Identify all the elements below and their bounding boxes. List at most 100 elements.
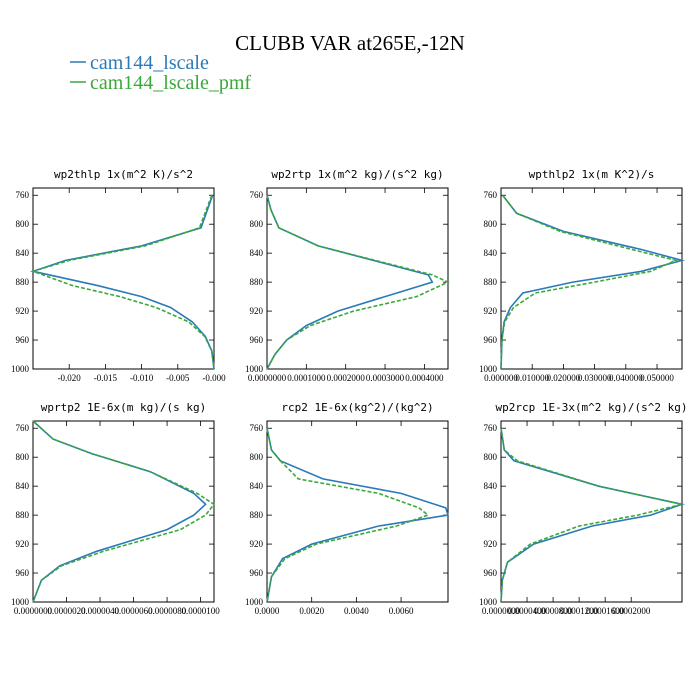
panel-title: wprtp2 1E-6x(m kg)/(s kg) [41, 401, 207, 414]
x-tick-label: 0.0001200 [560, 606, 599, 616]
x-tick-label: 0.0000080 [148, 606, 187, 616]
panel-wp2thlp: wp2thlp 1x(m^2 K)/s^2 760 800 840 880 920 960 1… [11, 168, 226, 383]
y-tick-label: 920 [16, 539, 30, 549]
x-tick-label: 0.020000 [547, 373, 581, 383]
y-tick-label: 800 [16, 219, 30, 229]
y-tick-label: 760 [16, 423, 30, 433]
y-tick-label: 800 [250, 452, 264, 462]
y-tick-label: 1000 [245, 364, 264, 374]
plot-frame [32, 187, 215, 370]
y-tick-label: 800 [484, 219, 498, 229]
x-tick-label: 0.0000020 [47, 606, 86, 616]
y-tick-label: 960 [484, 568, 498, 578]
x-tick-label: 0.0002000 [612, 606, 651, 616]
panel-wp2rtp: wp2rtp 1x(m^2 kg)/(s^2 kg) 760 800 840 880 92… [245, 168, 450, 383]
panel-wp2rcp: wp2rcp 1E-3x(m^2 kg)/(s^2 kg) 760 800 840 88… [479, 401, 688, 616]
x-tick-label: 0.0000400 [508, 606, 547, 616]
x-tick-label: 0.0000000 [482, 606, 521, 616]
figure-title: CLUBB VAR at265E,-12N [235, 31, 465, 55]
x-tick-label: 0.0000060 [114, 606, 153, 616]
y-tick-label: 880 [484, 510, 498, 520]
series-line-2 [32, 420, 216, 603]
y-tick-label: 840 [250, 248, 264, 258]
x-tick-label: 0.050000 [640, 373, 674, 383]
panel-wpthlp2: wpthlp2 1x(m K^2)/s 760 800 840 880 920 960 100… [479, 168, 686, 383]
series-line-1 [32, 420, 207, 603]
series-line-1 [266, 194, 434, 370]
y-tick-label: 800 [16, 452, 30, 462]
legend: cam144_lscale cam144_lscale_pmf [70, 52, 251, 94]
x-tick-label: 0.010000 [515, 373, 549, 383]
plot-frame [266, 420, 449, 603]
y-tick-label: 960 [484, 335, 498, 345]
y-tick-label: 840 [16, 481, 30, 491]
series-line-2 [500, 428, 683, 603]
x-tick-label: 0.0040 [344, 606, 369, 616]
x-tick-label: 0.040000 [609, 373, 643, 383]
y-tick-label: 920 [16, 306, 30, 316]
y-tick-label: 920 [484, 539, 498, 549]
y-tick-label: 840 [250, 481, 264, 491]
x-tick-label: -0.010 [130, 373, 154, 383]
x-tick-label: 0.0000000 [14, 606, 53, 616]
legend-entry-1: cam144_lscale [70, 52, 209, 74]
panel-title: wpthlp2 1x(m K^2)/s [529, 168, 655, 181]
y-tick-label: 920 [250, 539, 264, 549]
series-line-2 [500, 194, 679, 370]
series-line-2 [266, 428, 430, 603]
y-tick-label: 960 [250, 335, 264, 345]
series-line-1 [266, 428, 450, 603]
x-tick-label: -0.015 [94, 373, 118, 383]
x-tick-label: 0.0000000 [248, 373, 287, 383]
x-tick-label: 0.0020 [299, 606, 324, 616]
series-line-1 [500, 428, 685, 603]
plot-frame [500, 420, 683, 603]
x-tick-label: -0.020 [58, 373, 82, 383]
y-tick-label: 960 [250, 568, 264, 578]
x-tick-label: -0.005 [166, 373, 190, 383]
y-tick-label: 800 [484, 452, 498, 462]
y-tick-label: 760 [484, 423, 498, 433]
panel-title: wp2rcp 1E-3x(m^2 kg)/(s^2 kg) [495, 401, 687, 414]
y-tick-label: 760 [16, 190, 30, 200]
legend-label-1: cam144_lscale [90, 52, 209, 74]
series-line-2 [30, 194, 215, 370]
y-tick-label: 880 [16, 277, 30, 287]
panel-rcp2: rcp2 1E-6x(kg^2)/(kg^2) 760 800 840 880 920 96… [245, 401, 450, 616]
x-tick-label: 0.0003000 [366, 373, 405, 383]
x-tick-label: 0.000000 [484, 373, 518, 383]
y-tick-label: 1000 [11, 364, 30, 374]
x-tick-label: 0.0000800 [534, 606, 573, 616]
plot-frame [500, 187, 683, 370]
y-tick-label: 760 [484, 190, 498, 200]
y-tick-label: 1000 [479, 597, 498, 607]
y-tick-label: 880 [250, 277, 264, 287]
y-tick-label: 800 [250, 219, 264, 229]
x-tick-label: 0.0000100 [181, 606, 220, 616]
y-tick-label: 960 [16, 568, 30, 578]
plot-frame [266, 187, 449, 370]
y-tick-label: 880 [250, 510, 264, 520]
y-tick-label: 1000 [11, 597, 30, 607]
series-line-2 [266, 194, 450, 370]
panel-title: wp2thlp 1x(m^2 K)/s^2 [54, 168, 193, 181]
x-tick-label: 0.0000 [255, 606, 280, 616]
y-tick-label: 920 [250, 306, 264, 316]
y-tick-label: 1000 [479, 364, 498, 374]
x-tick-label: 0.0002000 [327, 373, 366, 383]
plot-frame [32, 420, 215, 603]
y-tick-label: 840 [484, 248, 498, 258]
y-tick-label: 1000 [245, 597, 264, 607]
series-line-1 [30, 194, 215, 370]
panel-wprtp2: wprtp2 1E-6x(m kg)/(s kg) 760 800 840 880 920… [11, 401, 220, 616]
panel-title: wp2rtp 1x(m^2 kg)/(s^2 kg) [271, 168, 443, 181]
x-tick-label: 0.0004000 [405, 373, 444, 383]
x-tick-label: 0.030000 [578, 373, 612, 383]
x-tick-label: 0.0000040 [81, 606, 120, 616]
x-tick-label: 0.0001000 [287, 373, 326, 383]
x-tick-label: -0.000 [202, 373, 226, 383]
legend-label-2: cam144_lscale_pmf [90, 72, 251, 94]
x-tick-label: 0.0001600 [586, 606, 625, 616]
y-tick-label: 840 [16, 248, 30, 258]
